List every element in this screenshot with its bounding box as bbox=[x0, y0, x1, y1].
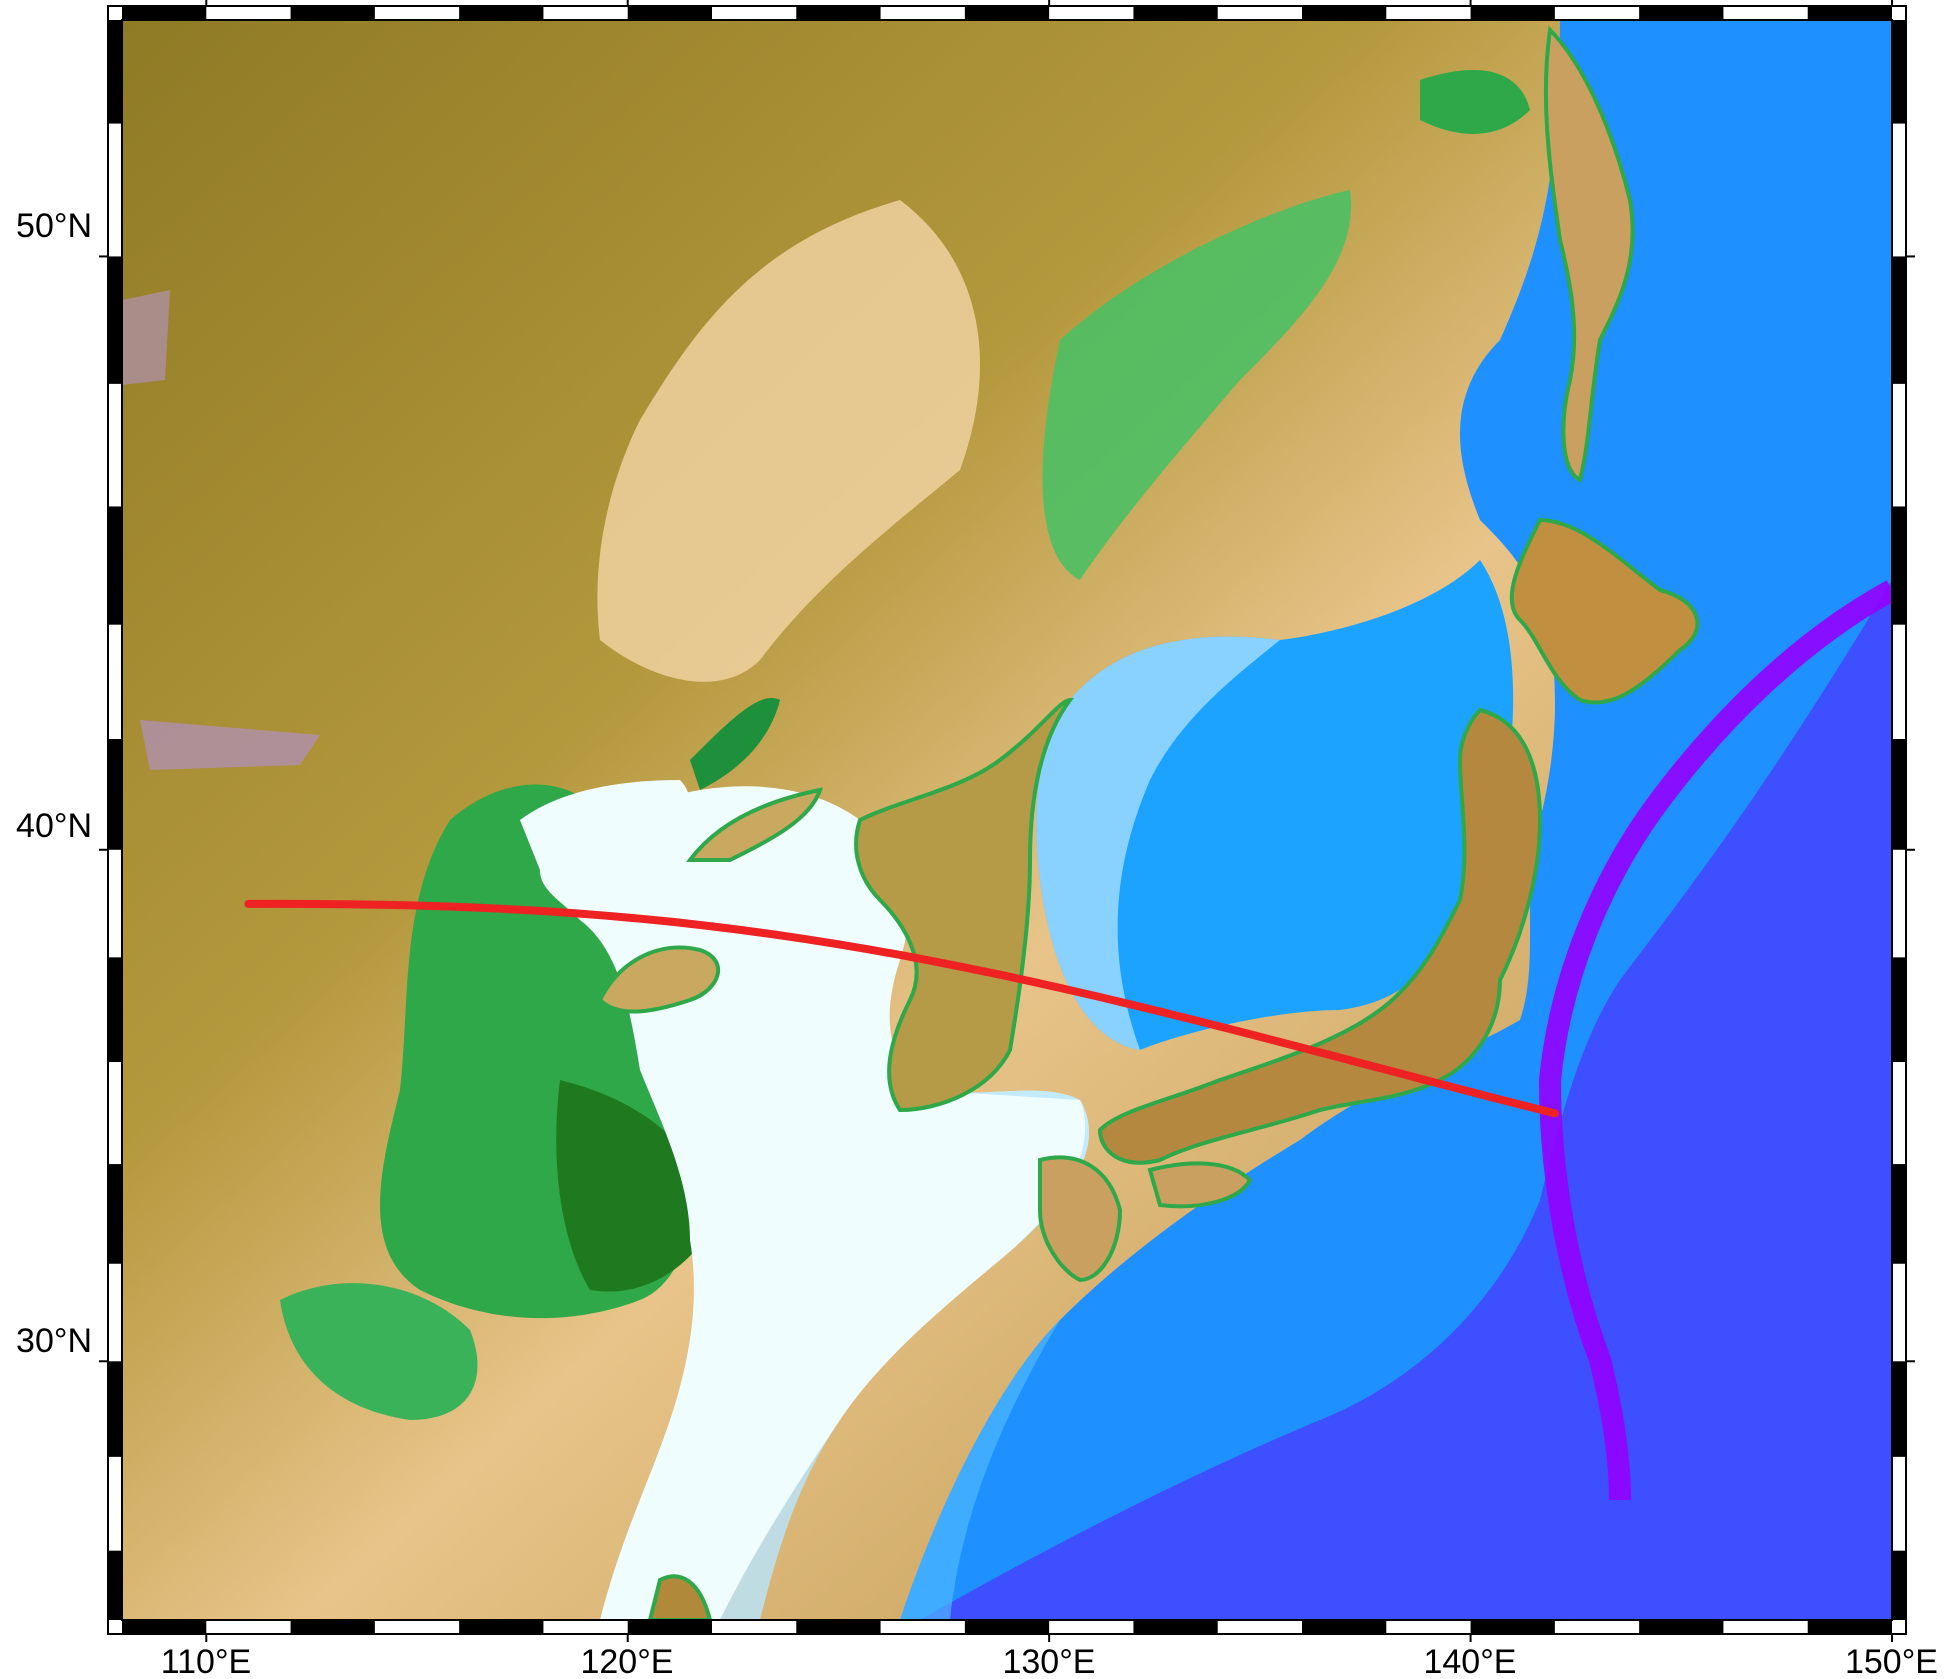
frame-checker-left bbox=[109, 1361, 122, 1457]
okinawa-slope bbox=[900, 1320, 1060, 1620]
manchurian-plain bbox=[1042, 190, 1352, 580]
frame-checker-right bbox=[1892, 1164, 1905, 1264]
frame-outer bbox=[107, 5, 1907, 1635]
plateau-highlight bbox=[597, 200, 980, 682]
frame-checker-top bbox=[627, 7, 712, 20]
frame-checker-top bbox=[459, 7, 544, 20]
profile-line bbox=[244, 899, 1559, 1118]
southern-lowland bbox=[280, 1283, 478, 1420]
frame-checker-top bbox=[796, 7, 881, 20]
yangtze-delta-lowland bbox=[556, 1080, 720, 1292]
frame-checkers bbox=[109, 7, 1905, 1633]
frame-checker-bottom bbox=[122, 1620, 207, 1633]
frame-checker-top bbox=[290, 7, 375, 20]
amur-lowland bbox=[1420, 70, 1530, 134]
frame-checker-right bbox=[1892, 739, 1905, 850]
frame-ticks bbox=[99, 0, 1915, 1642]
bohai-sea bbox=[520, 780, 691, 870]
frame-checker-bottom bbox=[459, 1620, 544, 1633]
frame-checker-right bbox=[1892, 506, 1905, 625]
honshu bbox=[1097, 707, 1543, 1165]
lon-tick-label-130: 130°E bbox=[1002, 1643, 1095, 1679]
frame-checker-right bbox=[1892, 1361, 1905, 1457]
frame-checker-left bbox=[109, 739, 122, 850]
frame-checker-bottom bbox=[1639, 1620, 1724, 1633]
frame-checker-top bbox=[1639, 7, 1724, 20]
frame-checker-top bbox=[1470, 7, 1555, 20]
frame-checker-right bbox=[1892, 20, 1905, 124]
lat-tick-label-40: 40°N bbox=[16, 807, 92, 845]
frame-checker-left bbox=[109, 1550, 122, 1620]
frame-checker-bottom bbox=[1133, 1620, 1218, 1633]
shelf-margin bbox=[720, 1090, 1089, 1620]
liaohe-lowland bbox=[690, 698, 780, 790]
frame-checker-left bbox=[109, 1164, 122, 1264]
frame-checker-right bbox=[1892, 957, 1905, 1063]
map-body bbox=[122, 20, 1892, 1620]
lon-axis: 110°E 120°E 130°E 140°E 150°E bbox=[161, 1643, 1938, 1679]
frame-checker-left bbox=[109, 20, 122, 124]
frame-checker-left bbox=[109, 957, 122, 1063]
northwest-peaks bbox=[122, 290, 170, 385]
frame-checker-top bbox=[1133, 7, 1218, 20]
shandong-peninsula bbox=[597, 945, 721, 1014]
sakhalin bbox=[1543, 25, 1635, 483]
kyushu bbox=[1038, 1155, 1123, 1283]
shikoku bbox=[1147, 1161, 1253, 1209]
frame-checker-left bbox=[109, 256, 122, 384]
lon-tick-label-120: 120°E bbox=[580, 1643, 673, 1679]
liaodong-peninsula bbox=[685, 787, 823, 862]
frame-checker-right bbox=[1892, 256, 1905, 384]
map-frame bbox=[99, 0, 1915, 1642]
frame-checker-bottom bbox=[796, 1620, 881, 1633]
frame-checker-bottom bbox=[964, 1620, 1050, 1633]
lon-tick-label-140: 140°E bbox=[1423, 1643, 1516, 1679]
korean-peninsula bbox=[854, 697, 1075, 1113]
frame-checker-bottom bbox=[290, 1620, 375, 1633]
frame-checker-bottom bbox=[1302, 1620, 1387, 1633]
japan-trench bbox=[1538, 580, 1892, 1501]
frame-checker-bottom bbox=[627, 1620, 712, 1633]
frame-checker-top bbox=[1302, 7, 1387, 20]
hokkaido bbox=[1509, 517, 1700, 705]
pacific-deep bbox=[920, 580, 1892, 1620]
frame-checker-top bbox=[964, 7, 1050, 20]
western-peaks bbox=[140, 720, 320, 770]
frame-checker-right bbox=[1892, 1550, 1905, 1620]
lat-tick-label-30: 30°N bbox=[16, 1322, 92, 1360]
frame-checker-top bbox=[122, 7, 207, 20]
lat-tick-label-50: 50°N bbox=[16, 207, 92, 245]
frame-checker-bottom bbox=[1470, 1620, 1555, 1633]
lat-axis: 50°N 40°N 30°N bbox=[16, 207, 92, 1360]
lon-tick-label-110: 110°E bbox=[161, 1643, 251, 1679]
frame-checker-bottom bbox=[1807, 1620, 1892, 1633]
sea-of-japan-shelf bbox=[1036, 636, 1280, 1050]
frame-checker-left bbox=[109, 506, 122, 625]
frame-checker-top bbox=[1807, 7, 1892, 20]
lon-tick-label-150: 150°E bbox=[1845, 1643, 1938, 1679]
